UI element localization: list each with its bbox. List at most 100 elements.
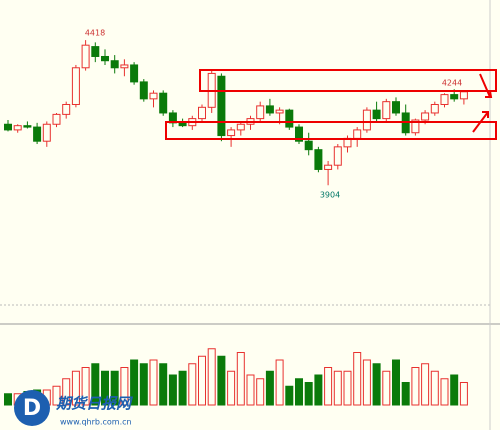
candle-body [440,94,449,105]
candle-body [101,55,109,62]
candle-body [4,123,12,131]
candle-body [227,129,236,137]
volume-bar [217,355,226,406]
candle-body [362,109,371,131]
volume-bar [362,359,371,406]
volume-bar [130,359,139,406]
volume-bar [295,378,303,406]
volume-bar [139,363,148,406]
arrow-down [479,73,493,98]
candle-body [52,113,61,125]
candle-body [236,123,245,131]
volume-bar [91,363,100,406]
volume-bar [149,359,158,406]
volume-bar [275,359,284,406]
candle-body [353,129,362,139]
volume-bar [52,385,61,406]
volume-bar [198,355,206,406]
volume-bar [450,374,459,406]
marks [4,40,468,406]
candle-body [120,64,129,69]
volume-bar [207,348,216,406]
volume-bar [382,370,391,406]
candle-body [217,75,226,137]
candle-body [324,164,333,170]
support-box [165,121,497,140]
candle-body [62,103,71,115]
volume-bar [314,374,323,406]
candle-body [256,105,265,120]
candle-body [392,101,400,114]
candle-body [130,64,139,83]
volume-bar [372,363,381,406]
candle-body [459,91,468,100]
volume-bar [265,370,274,406]
volume-bar [227,370,236,406]
volume-bar [285,385,294,406]
volume-bar [110,370,119,406]
candle-body [71,67,80,105]
arrow-up [472,111,489,133]
candle-body [149,92,158,100]
candle-body [382,101,391,120]
volume-bar [168,374,177,406]
watermark-url: www.qhrb.com.cn [60,418,132,427]
candle-body [372,109,381,120]
candle-body [430,103,439,114]
volume-bar [256,378,265,406]
candle-body [265,105,274,114]
candle-body [333,146,342,166]
volume-bar [353,352,362,406]
watermark-name: 期货日报网 [55,395,134,413]
volume-bar [392,359,400,406]
candle-body [295,126,303,142]
candle-body [450,94,459,100]
high-label: 4418 [85,29,105,38]
volume-bar [71,370,80,406]
volume-bar [62,378,71,406]
candle-body [42,123,51,142]
volume-bar [236,352,245,406]
candle-body [159,92,168,114]
volume-bar [304,382,313,406]
volume-bar [81,367,90,406]
volume-bar [459,382,468,406]
volume-bar [343,370,352,406]
candle-body [13,125,22,131]
logo-letter: D [23,396,41,421]
candle-body [304,140,313,151]
volume-bar [440,378,449,406]
candle-body [421,112,430,121]
low-label: 3904 [320,191,340,200]
resistance-box [199,69,497,92]
logo [14,390,50,426]
candle-body [110,60,119,69]
candle-body [411,119,420,134]
volume-bar [4,393,12,406]
candle-body [198,106,206,120]
volume-bar [421,363,430,406]
candle-body [178,122,187,127]
volume-bar [411,367,420,406]
volume-bar [246,374,255,406]
candle-body [139,81,148,100]
recent-high-label: 4244 [442,79,462,88]
candle-body [23,125,32,128]
candle-body [285,109,294,128]
candle-body [314,149,323,170]
volume-bar [401,382,410,406]
volume-bar [430,370,439,406]
volume-bar [101,370,109,406]
volume-bar [188,363,197,406]
candle-body [33,126,42,142]
candle-body [81,44,90,69]
candle-body [275,109,284,114]
candle-body [91,46,100,57]
volume-bar [178,370,187,406]
volume-bar [333,370,342,406]
volume-bar [120,367,129,406]
volume-bar [159,363,168,406]
volume-bar [324,367,333,406]
